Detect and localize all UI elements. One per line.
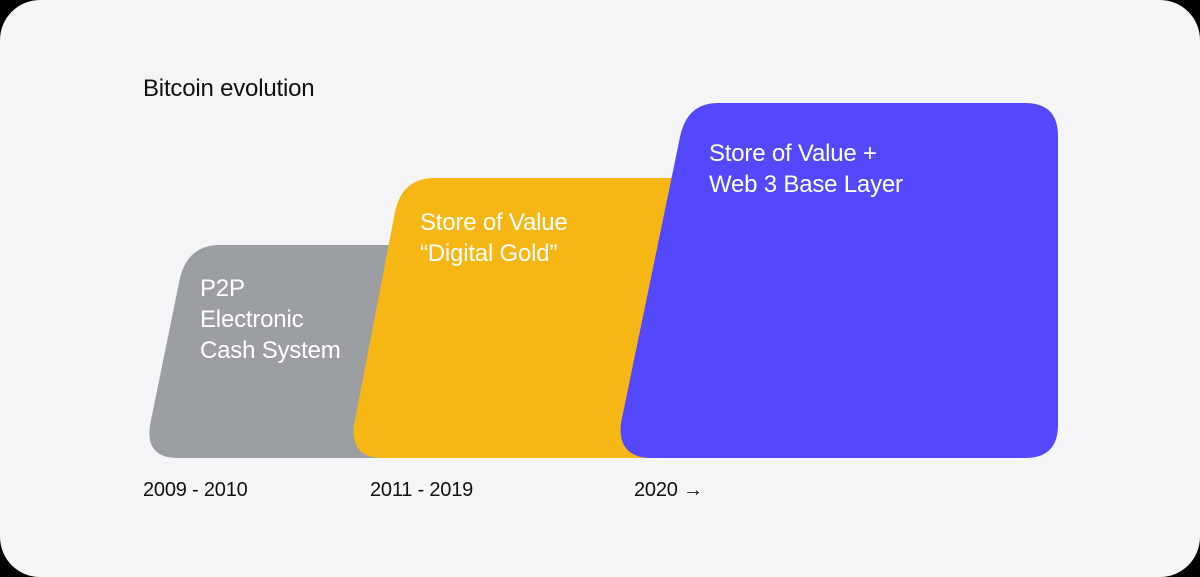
stage-3-line-2: Web 3 Base Layer [709, 171, 903, 198]
stage-1-line-2: Electronic [200, 306, 304, 333]
stage-1-label: P2P Electronic Cash System [200, 273, 341, 366]
stage-2-shape [353, 178, 690, 458]
stage-1-line-1: P2P [200, 275, 245, 302]
stage-1-line-3: Cash System [200, 337, 341, 364]
stage-2-line-1: Store of Value [420, 209, 568, 236]
diagram-title: Bitcoin evolution [143, 75, 315, 102]
stage-2-line-2: “Digital Gold” [420, 240, 558, 267]
stage-3-shape [620, 103, 1058, 458]
stage-1-period: 2009 - 2010 [143, 479, 248, 501]
stage-1-shape [149, 245, 405, 458]
stage-2-label: Store of Value “Digital Gold” [420, 207, 568, 269]
stage-3-line-1: Store of Value + [709, 140, 877, 167]
stage-3-label: Store of Value + Web 3 Base Layer [709, 138, 903, 200]
stage-3-period: 2020 → [634, 479, 703, 501]
stage-2-period: 2011 - 2019 [370, 479, 474, 501]
